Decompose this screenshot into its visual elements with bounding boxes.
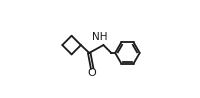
Text: NH: NH xyxy=(92,32,107,42)
Text: O: O xyxy=(87,68,96,78)
